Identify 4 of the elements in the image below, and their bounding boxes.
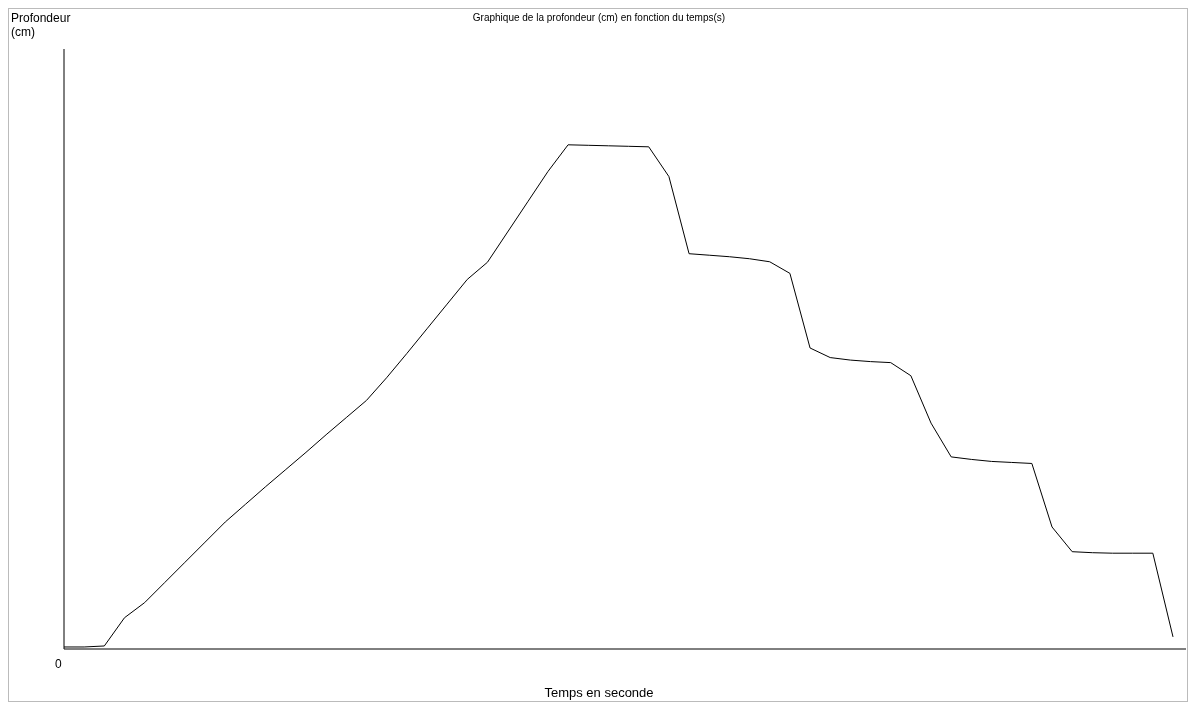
text: 0 [55, 657, 62, 671]
x-axis-title: Temps en seconde [543, 685, 655, 700]
chart-title: Graphique de la profondeur (cm) en fonction du temps(s) [472, 12, 726, 23]
text: Profondeur (cm) [11, 11, 71, 39]
